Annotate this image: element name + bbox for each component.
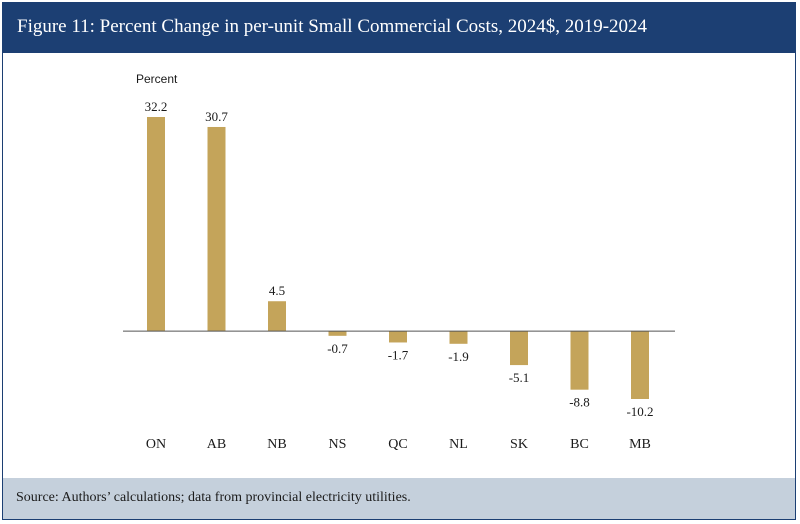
bar-ab	[207, 126, 226, 332]
bar-sk	[510, 331, 528, 366]
value-label-bc: -8.8	[569, 395, 590, 410]
bar-bc	[570, 331, 589, 390]
source-bar: Source: Authors’ calculations; data from…	[3, 478, 795, 519]
bar-nb	[268, 301, 286, 332]
value-label-sk: -5.1	[509, 370, 530, 385]
bar-qc	[389, 331, 407, 343]
bar-on	[147, 117, 165, 332]
category-label-mb: MB	[629, 437, 651, 452]
category-label-qc: QC	[388, 437, 407, 452]
bar-mb	[631, 331, 649, 399]
title-bar: Figure 11: Percent Change in per-unit Sm…	[3, 3, 795, 53]
category-label-sk: SK	[510, 437, 528, 452]
category-label-bc: BC	[570, 437, 589, 452]
category-label-ns: NS	[329, 437, 347, 452]
bar-nl	[449, 331, 468, 344]
bar-ns	[328, 331, 347, 336]
value-labels-group: 32.2 30.7 4.5 -0.7 -1.7 -1.9 -5.1 -8.8 -10.2	[145, 99, 654, 419]
value-label-nl: -1.9	[448, 349, 469, 364]
category-label-on: ON	[146, 437, 166, 452]
value-label-nb: 4.5	[269, 283, 285, 298]
value-label-qc: -1.7	[388, 347, 409, 362]
y-axis-label: Percent	[136, 72, 178, 86]
value-label-ns: -0.7	[327, 341, 348, 356]
value-label-ab: 30.7	[205, 109, 228, 124]
value-label-mb: -10.2	[626, 404, 653, 419]
category-label-ab: AB	[207, 437, 226, 452]
category-label-nl: NL	[449, 437, 468, 452]
value-label-on: 32.2	[145, 99, 168, 114]
source-note: Source: Authors’ calculations; data from…	[16, 490, 411, 505]
category-label-nb: NB	[267, 437, 286, 452]
category-labels-group: ON AB NB NS QC NL SK BC MB	[146, 437, 651, 452]
bar-chart: Percent 32.2 30.7 4.5 -0.7 -1.7 -1.9 -5.1 -8.8 -…	[123, 72, 675, 452]
bars-group	[147, 117, 649, 399]
chart-title: Figure 11: Percent Change in per-unit Sm…	[17, 16, 648, 37]
